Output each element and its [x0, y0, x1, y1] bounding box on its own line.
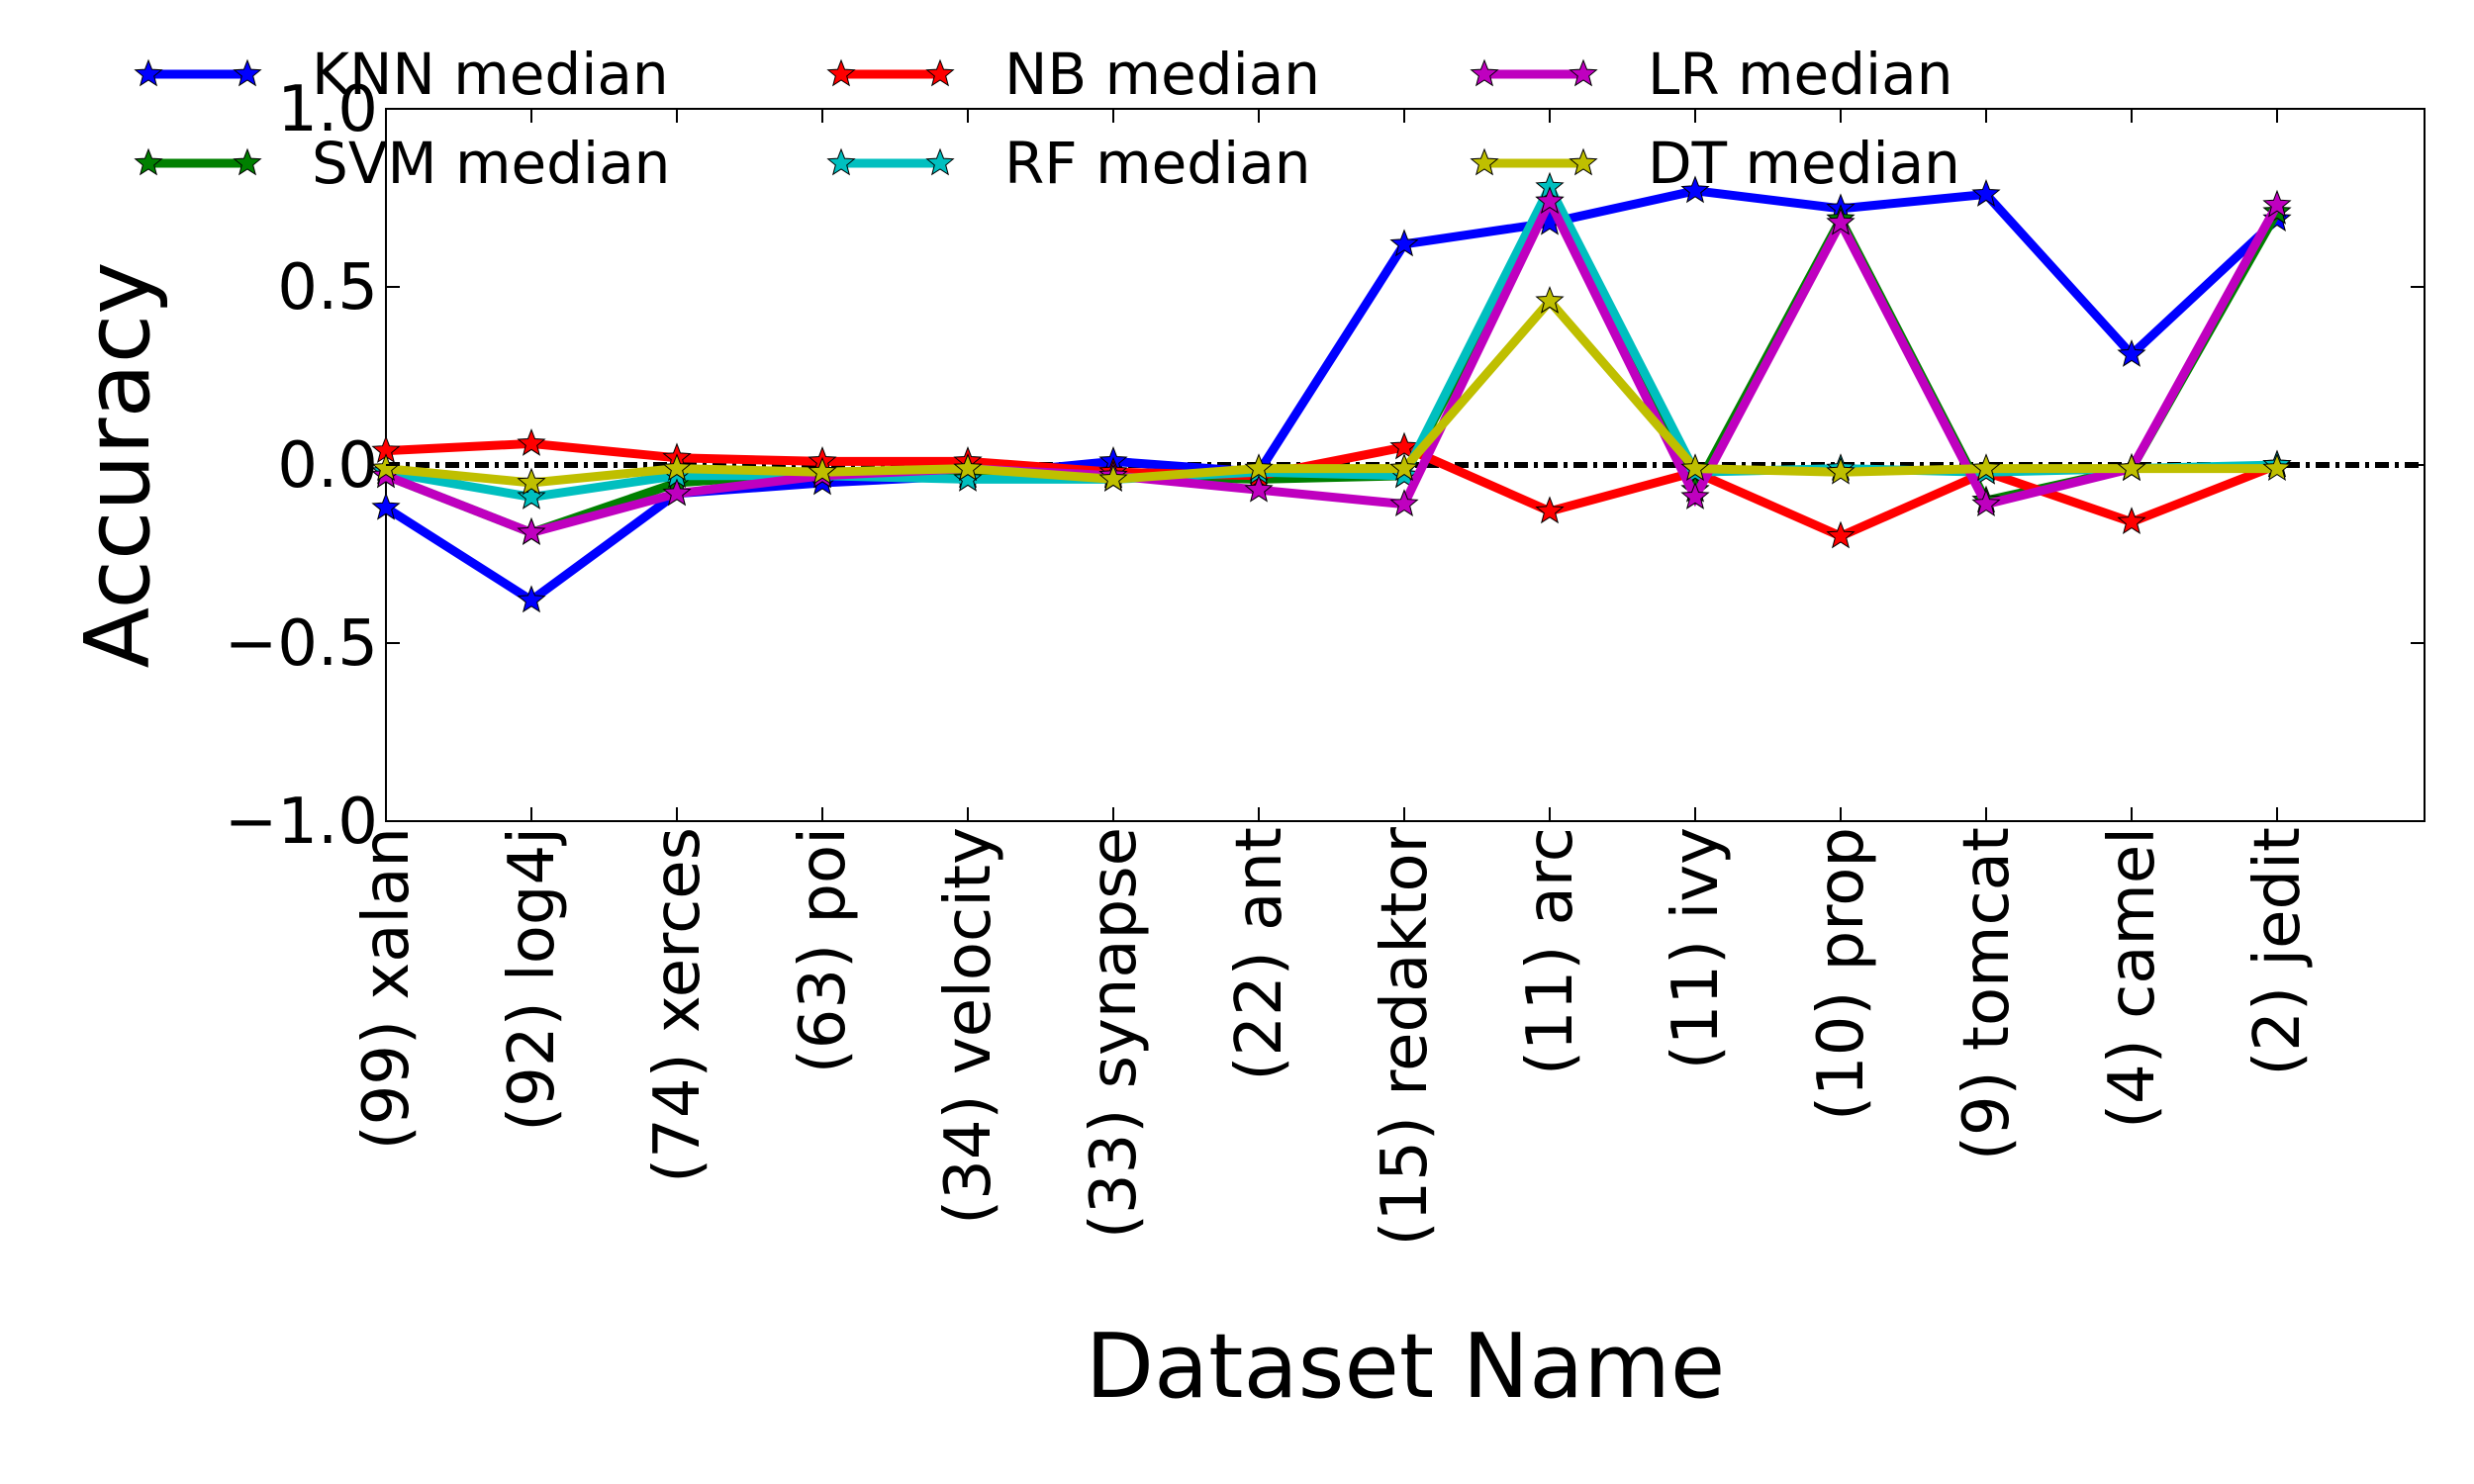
legend-marker	[1470, 147, 1499, 176]
data-point-dt-median	[953, 453, 983, 482]
x-axis-label: Dataset Name	[1086, 1315, 1726, 1419]
y-tick-label: −0.5	[225, 607, 378, 681]
x-tick-label: (4) camel	[2096, 827, 2169, 1129]
series-line-lr-median	[384, 191, 2281, 538]
data-point-knn-median	[1389, 229, 1419, 257]
data-point-dt-median	[1826, 456, 1856, 485]
legend-marker	[233, 147, 262, 176]
legend-item-lr-median: LR median	[1470, 41, 1952, 108]
legend: KNN median SVM median NB median RF median LR…	[134, 41, 1960, 197]
data-point-dt-median	[1098, 464, 1128, 492]
legend-label: LR median	[1648, 41, 1952, 108]
legend-marker	[826, 147, 856, 176]
data-point-nb-median	[2117, 507, 2146, 535]
legend-label: RF median	[1004, 130, 1311, 197]
y-tick-label: 0.5	[277, 251, 378, 325]
data-point-nb-median	[517, 428, 546, 456]
y-axis-ticks: 1.0 0.5 0.0 −0.5 −1.0	[225, 73, 2425, 859]
legend-item-dt-median: DT median	[1470, 130, 1960, 197]
data-point-rf-median	[517, 482, 546, 510]
x-tick-label: (15) redaktor	[1369, 826, 1442, 1246]
legend-item-nb-median: NB median	[826, 41, 1320, 108]
data-point-dt-median	[1971, 453, 2001, 482]
series-line-dt-median	[385, 294, 2277, 488]
legend-marker	[134, 58, 163, 87]
data-point-nb-median	[1826, 520, 1856, 549]
x-tick-label: (99) xalan	[350, 827, 424, 1150]
x-tick-label: (11) ivy	[1660, 827, 1733, 1069]
data-point-dt-median	[808, 456, 837, 485]
data-point-lr-median	[1244, 474, 1274, 503]
x-tick-label: (34) velocity	[932, 827, 1005, 1225]
data-point-lr-median	[517, 517, 546, 545]
data-point-knn-median	[371, 492, 401, 520]
data-point-dt-median	[1535, 286, 1565, 314]
data-point-rf-median	[953, 464, 983, 492]
legend-marker	[1569, 58, 1598, 87]
data-point-dt-median	[517, 467, 546, 496]
x-axis-ticks: (99) xalan (92) log4j (74) xerces (63) poi (…	[350, 109, 2315, 1246]
data-point-dt-median	[1680, 453, 1710, 482]
x-tick-label: (63) poi	[787, 827, 860, 1073]
x-tick-label: (33) synapse	[1078, 827, 1151, 1239]
data-point-lr-median	[662, 478, 692, 507]
data-point-knn-median	[1971, 179, 2001, 207]
x-tick-label: (2) jedit	[2241, 827, 2315, 1076]
series-line-nb-median	[385, 438, 2279, 541]
data-point-dt-median	[1244, 453, 1274, 482]
legend-item-svm-median: SVM median	[134, 130, 670, 197]
legend-label: SVM median	[312, 130, 670, 197]
legend-marker	[925, 147, 955, 176]
data-point-dt-median	[2262, 453, 2292, 482]
x-tick-label: (22) ant	[1223, 827, 1296, 1081]
y-axis-label: Accuracy	[66, 262, 170, 669]
legend-marker	[1470, 58, 1499, 87]
data-point-nb-median	[1535, 496, 1565, 524]
data-point-lr-median	[1389, 489, 1419, 517]
data-point-lr-median	[1971, 489, 2001, 517]
data-point-knn-median	[2117, 339, 2146, 367]
legend-marker	[233, 58, 262, 87]
x-tick-label: (92) log4j	[496, 827, 569, 1132]
data-point-lr-median	[2262, 189, 2292, 218]
x-tick-label: (11) arc	[1514, 827, 1587, 1075]
x-tick-label: (10) prop	[1805, 827, 1878, 1121]
data-point-dt-median	[2117, 453, 2146, 482]
series-group	[371, 171, 2292, 613]
legend-marker	[1569, 147, 1598, 176]
series-dt-median	[371, 286, 2292, 496]
data-point-lr-median	[1535, 186, 1565, 215]
data-point-nb-median	[1389, 431, 1419, 460]
x-tick-label: (74) xerces	[641, 827, 714, 1183]
legend-item-knn-median: KNN median	[134, 41, 669, 108]
y-tick-label: 0.0	[277, 429, 378, 503]
x-tick-label: (9) tomcat	[1951, 827, 2024, 1160]
legend-marker	[826, 58, 856, 87]
legend-marker	[925, 58, 955, 87]
data-point-lr-median	[1826, 207, 1856, 235]
y-tick-label: −1.0	[225, 786, 378, 859]
y-tick-label: 1.0	[277, 73, 378, 146]
legend-label: NB median	[1004, 41, 1320, 108]
legend-marker	[134, 147, 163, 176]
legend-item-rf-median: RF median	[826, 130, 1311, 197]
data-point-knn-median	[1680, 175, 1710, 204]
data-point-dt-median	[662, 453, 692, 482]
data-point-knn-median	[517, 585, 546, 613]
legend-label: DT median	[1648, 130, 1960, 197]
legend-label: KNN median	[312, 41, 669, 108]
data-point-dt-median	[1389, 453, 1419, 482]
data-point-lr-median	[1680, 482, 1710, 510]
